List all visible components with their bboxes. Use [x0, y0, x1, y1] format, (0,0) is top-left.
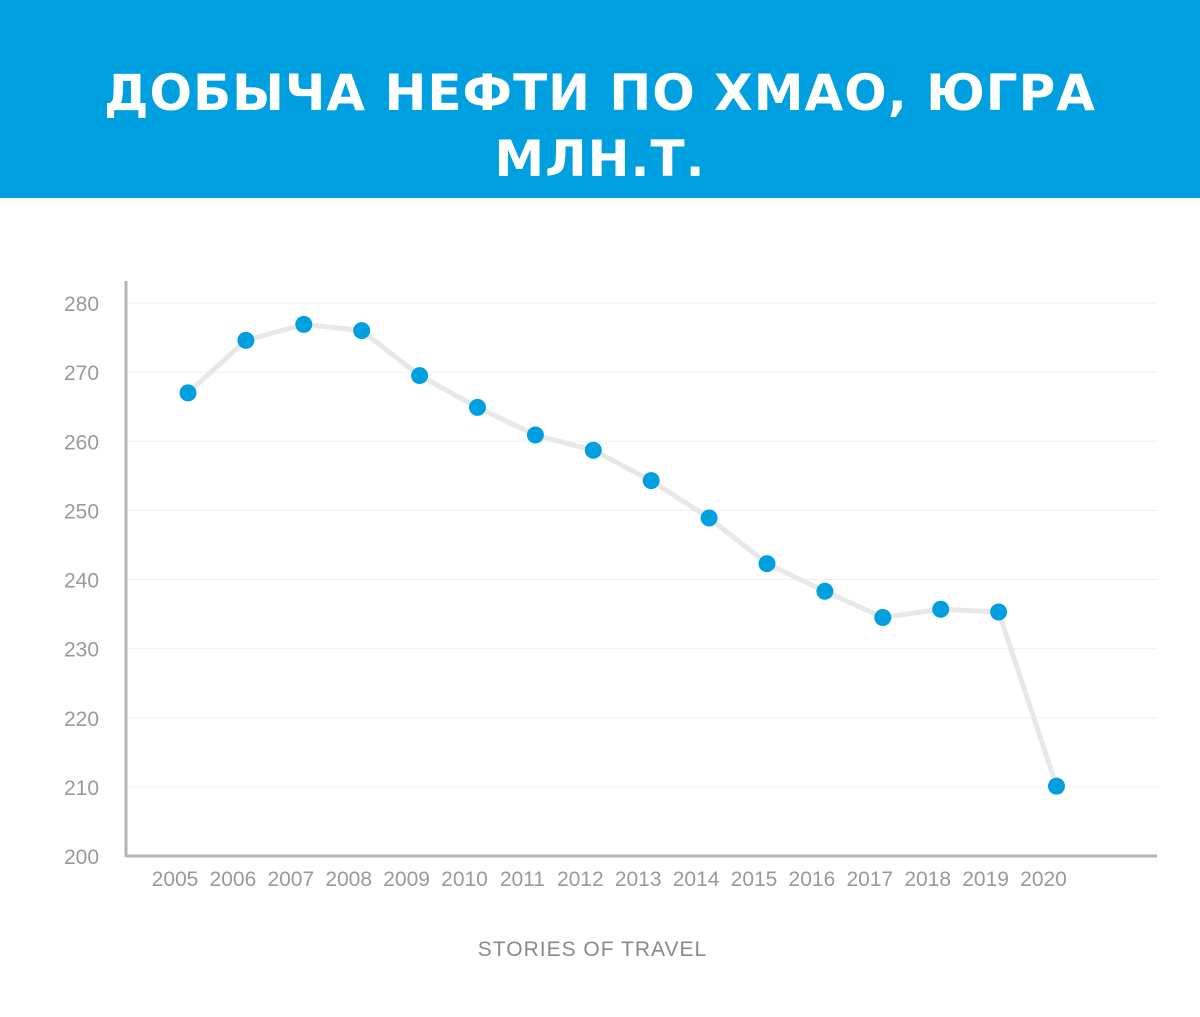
- data-point-2009: [411, 367, 429, 385]
- x-tick-label: 2007: [267, 868, 314, 891]
- x-tick-label: 2020: [1020, 868, 1067, 891]
- y-tick-label: 200: [64, 846, 99, 869]
- series-line: [185, 321, 1059, 789]
- x-tick-label: 2019: [962, 868, 1009, 891]
- x-tick-label: 2005: [152, 868, 199, 891]
- data-point-2015: [758, 555, 776, 573]
- x-tick-label: 2018: [904, 868, 951, 891]
- x-tick-label: 2013: [615, 868, 662, 891]
- y-tick-label: 220: [64, 708, 99, 731]
- data-point-2005: [179, 384, 197, 402]
- data-point-2018: [932, 600, 950, 618]
- chart-title: ДОБЫЧА НЕФТИ ПО ХМАО, ЮГРА МЛН.Т.: [104, 64, 1096, 188]
- data-point-2011: [526, 426, 544, 444]
- data-point-2012: [584, 441, 602, 459]
- y-tick-label: 270: [64, 362, 99, 385]
- header-banner: ДОБЫЧА НЕФТИ ПО ХМАО, ЮГРА МЛН.Т.: [0, 0, 1200, 198]
- line-chart: 200 210 220 230 240 250 260 270 280 2005 2006 2007…: [64, 281, 1157, 891]
- x-tick-label: 2010: [441, 868, 488, 891]
- data-point-2020: [1048, 777, 1065, 795]
- y-axis-ticks: 200 210 220 230 240 250 260 270 280: [64, 293, 99, 869]
- x-tick-label: 2009: [383, 868, 430, 891]
- y-tick-label: 210: [64, 777, 99, 800]
- x-tick-label: 2012: [557, 868, 604, 891]
- data-point-2006: [237, 331, 255, 349]
- data-point-2013: [642, 472, 660, 490]
- x-tick-label: 2011: [500, 868, 545, 891]
- y-tick-label: 250: [64, 500, 99, 523]
- x-axis-labels: 2005 2006 2007 2008 2009 2010 2011 2012 2013 2014…: [152, 868, 1067, 891]
- x-tick-label: 2017: [846, 868, 893, 891]
- y-tick-label: 260: [64, 431, 99, 454]
- x-tick-label: 2014: [673, 868, 720, 891]
- x-tick-label: 2015: [731, 868, 778, 891]
- data-point-2008: [353, 322, 371, 340]
- x-tick-label: 2016: [789, 868, 836, 891]
- source-credit: STORIES OF TRAVEL: [477, 938, 708, 961]
- y-tick-label: 280: [64, 293, 99, 316]
- data-point-2016: [816, 582, 834, 600]
- data-point-2007: [295, 315, 313, 333]
- gridlines: [126, 302, 1157, 788]
- y-tick-label: 240: [64, 570, 99, 593]
- series-line-path: [185, 321, 1059, 789]
- data-point-2017: [874, 609, 892, 627]
- data-point-2014: [700, 509, 718, 527]
- y-tick-label: 230: [64, 639, 99, 662]
- data-points: [179, 315, 1065, 795]
- data-point-2010: [469, 398, 486, 416]
- data-point-2019: [990, 603, 1008, 621]
- x-tick-label: 2006: [210, 868, 257, 891]
- x-tick-label: 2008: [325, 868, 372, 891]
